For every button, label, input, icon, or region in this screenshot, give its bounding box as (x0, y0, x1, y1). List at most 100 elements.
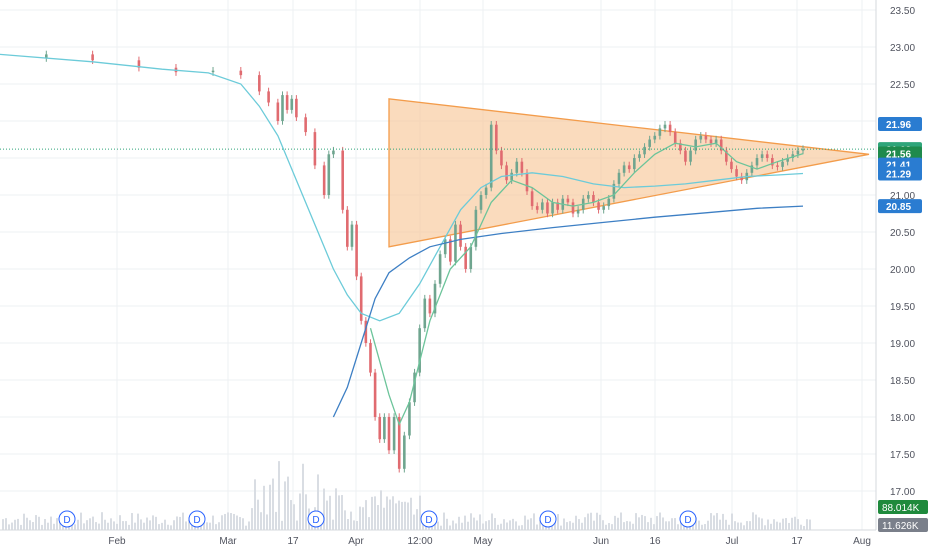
volume-bar (740, 522, 742, 530)
volume-label-text: 11.626K (882, 521, 919, 532)
volume-bar (503, 519, 505, 530)
volume-bar (446, 518, 448, 530)
volume-bar (623, 522, 625, 530)
volume-bar (77, 519, 79, 530)
candle-body (714, 139, 718, 144)
volume-bar (62, 523, 64, 530)
volume-bar (578, 519, 580, 530)
volume-bar (245, 525, 247, 530)
candle-body (364, 320, 368, 343)
volume-bar (716, 513, 718, 530)
volume-bar (23, 513, 25, 530)
price-scale-bg[interactable] (876, 0, 932, 550)
volume-bar (536, 524, 538, 530)
volume-bar (500, 523, 502, 530)
time-scale-bg[interactable] (0, 530, 932, 550)
candle-body (546, 202, 549, 214)
volume-bar (275, 511, 277, 530)
volume-bar (50, 516, 52, 530)
volume-bar (80, 512, 82, 530)
candle-body (776, 165, 779, 167)
volume-bar (230, 513, 232, 530)
volume-bar (569, 521, 571, 530)
ma-fast-line (369, 142, 804, 427)
volume-bar (377, 505, 379, 530)
volume-bar (650, 517, 652, 530)
price-label-box (878, 116, 922, 131)
volume-bar (296, 520, 298, 530)
candle-body (510, 172, 513, 181)
volume-bar (521, 525, 523, 530)
volume-bar (374, 496, 376, 530)
price-label-text: 21.41 (886, 161, 911, 172)
volume-bar (137, 513, 139, 530)
x-tick-label: Feb (108, 536, 126, 547)
volume-bar (653, 524, 655, 530)
candle-body (679, 143, 682, 151)
volume-bar (488, 520, 490, 530)
volume-bar (134, 522, 136, 530)
y-tick-label: 17.00 (890, 487, 915, 498)
volume-bar (116, 523, 118, 530)
volume-bar (131, 513, 133, 530)
x-tick-label: 12:00 (407, 536, 432, 547)
dividend-marker[interactable] (307, 510, 325, 528)
price-label-text: 20.85 (886, 202, 911, 213)
dividend-marker[interactable] (188, 510, 206, 528)
volume-bar (218, 522, 220, 530)
volume-bar (563, 518, 565, 530)
y-tick-label: 23.00 (890, 43, 915, 54)
volume-bar (317, 474, 319, 530)
volume-bar (527, 519, 529, 530)
candle-body (355, 224, 358, 277)
candle-body (653, 135, 657, 140)
volume-bar (551, 524, 553, 530)
dividend-marker[interactable] (539, 510, 557, 528)
volume-bar (482, 523, 484, 530)
volume-bar (395, 503, 397, 530)
candle-body (276, 102, 280, 121)
candle-body (91, 54, 94, 61)
volume-bar (365, 500, 367, 530)
volume-label-text: 88.014K (882, 503, 920, 514)
volume-bar (779, 522, 781, 530)
volume-bar (452, 520, 454, 530)
candle-body (350, 224, 354, 247)
volume-bar (737, 522, 739, 530)
candle-body (592, 195, 595, 203)
dividend-marker[interactable] (679, 510, 697, 528)
candle-body (454, 224, 457, 262)
volume-bar (422, 523, 424, 530)
dividend-marker[interactable] (58, 510, 76, 528)
candle-body (638, 154, 641, 158)
volume-bar (668, 521, 670, 530)
volume-bar (149, 520, 151, 530)
volume-bar (575, 515, 577, 530)
candle-body (489, 124, 493, 188)
x-tick-label: Jul (726, 536, 739, 547)
volume-bar (641, 514, 643, 530)
volume-bar (533, 513, 535, 530)
price-label-text: 21.56 (886, 150, 911, 161)
volume-bar (755, 514, 757, 530)
volume-bar (269, 484, 271, 530)
y-tick-label: 20.50 (890, 228, 915, 239)
candle-body (735, 169, 738, 177)
grid (0, 0, 876, 530)
price-label-text: 21.96 (886, 120, 911, 131)
volume-bar (722, 513, 724, 530)
volume-bar (215, 524, 217, 530)
volume-bar (110, 518, 112, 530)
price-label-text: 21.29 (886, 170, 911, 181)
volume-bar (530, 518, 532, 530)
dividend-marker[interactable] (420, 510, 438, 528)
candle-body (571, 202, 575, 214)
volume-bar (440, 525, 442, 530)
volume-bar (656, 516, 658, 530)
candle-body (694, 139, 697, 151)
volume-bar (146, 517, 148, 530)
volume-bar (497, 524, 499, 530)
